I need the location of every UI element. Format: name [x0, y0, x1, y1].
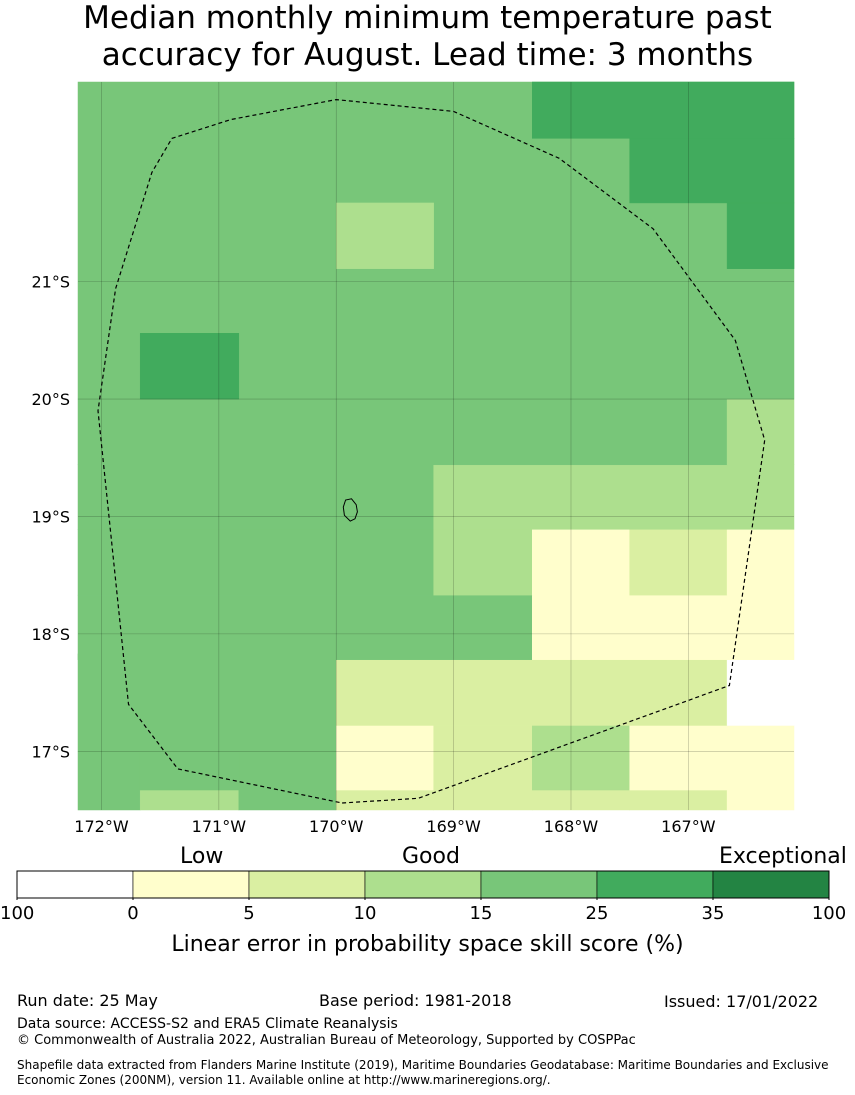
grid-cell	[77, 594, 533, 660]
colorbar-segment	[480, 870, 598, 899]
grid-cell	[531, 725, 630, 791]
colorbar-frame	[16, 870, 830, 899]
map-title: Median monthly minimum temperature past …	[0, 0, 855, 74]
grid-cell	[726, 659, 795, 726]
colorbar-tick: 15	[469, 903, 493, 924]
island-outline	[342, 498, 358, 522]
title-line-2: accuracy for August. Lead time: 3 months	[101, 37, 754, 73]
grid-cell	[726, 202, 795, 269]
title-line-1: Median monthly minimum temperature past	[83, 0, 772, 36]
grid-cell	[726, 725, 795, 811]
base-period: Base period: 1981-2018	[319, 991, 512, 1010]
data-source: Data source: ACCESS-S2 and ERA5 Climate …	[17, 1016, 398, 1032]
grid-cell	[531, 529, 630, 596]
grid-cell	[629, 725, 728, 791]
grid-cell	[77, 464, 434, 530]
lon-tick-label: 172°W	[74, 817, 129, 836]
issued-date: Issued: 17/01/2022	[664, 992, 819, 1011]
grid-cell	[629, 789, 728, 811]
colorbar-tick: 25	[585, 903, 609, 924]
grid-cell	[726, 398, 795, 466]
eez-boundary	[97, 98, 766, 804]
grid-cell	[531, 789, 630, 811]
grid-cell	[238, 751, 337, 811]
grid-cell	[139, 789, 240, 811]
colorbar-tick: 35	[701, 903, 725, 924]
category-label-exceptional: Exceptional	[719, 844, 847, 869]
lat-tick-label: 17°S	[31, 742, 70, 761]
run-date: Run date: 25 May	[17, 991, 158, 1010]
category-label-good: Good	[402, 844, 460, 869]
lat-tick-label: 21°S	[31, 273, 70, 292]
grid-cell	[726, 529, 795, 596]
colorbar-segment	[364, 870, 482, 899]
colorbar-segment	[248, 870, 366, 899]
shapefile-credit: Shapefile data extracted from Flanders M…	[17, 1058, 829, 1087]
grid-cell	[531, 81, 795, 139]
grid-cell	[77, 751, 141, 811]
colorbar-segment	[132, 870, 250, 899]
grid-cell	[629, 529, 728, 596]
grid-cell	[139, 333, 240, 400]
grid-cell	[335, 659, 728, 726]
grid-cell	[77, 398, 728, 466]
grid-cell	[531, 594, 795, 660]
grid-cell	[139, 751, 240, 791]
colorbar-tick: 100	[0, 903, 35, 924]
colorbar-tick: 10	[353, 903, 377, 924]
colorbar-segment	[16, 870, 134, 899]
lat-tick-label: 20°S	[31, 390, 70, 409]
grid-cell	[77, 653, 337, 752]
colorbar-segment	[596, 870, 714, 899]
lon-tick-label: 170°W	[309, 817, 364, 836]
lon-tick-label: 168°W	[544, 817, 599, 836]
colorbar-tick: 0	[127, 903, 139, 924]
grid-cell	[433, 464, 795, 530]
colorbar-tick: 100	[811, 903, 847, 924]
grid-cell	[335, 202, 434, 269]
copyright: © Commonwealth of Australia 2022, Austra…	[17, 1033, 636, 1048]
lon-tick-label: 169°W	[426, 817, 481, 836]
grid-cell	[77, 529, 434, 596]
lat-tick-label: 19°S	[31, 507, 70, 526]
colorbar-segment	[712, 870, 830, 899]
colorbar-title: Linear error in probability space skill …	[171, 932, 684, 957]
lat-tick-label: 18°S	[31, 625, 70, 644]
skill-map: 172°W 171°W 170°W 169°W 168°W 167°W 17°S 18°S 19…	[16, 81, 830, 900]
grid-cell	[629, 138, 795, 204]
grid-cell	[433, 725, 533, 811]
lon-tick-label: 171°W	[192, 817, 247, 836]
grid-cell	[433, 529, 533, 596]
colorbar-tick: 5	[243, 903, 255, 924]
lon-tick-label: 167°W	[661, 817, 716, 836]
grid-cell	[335, 725, 434, 791]
category-label-low: Low	[180, 844, 224, 869]
